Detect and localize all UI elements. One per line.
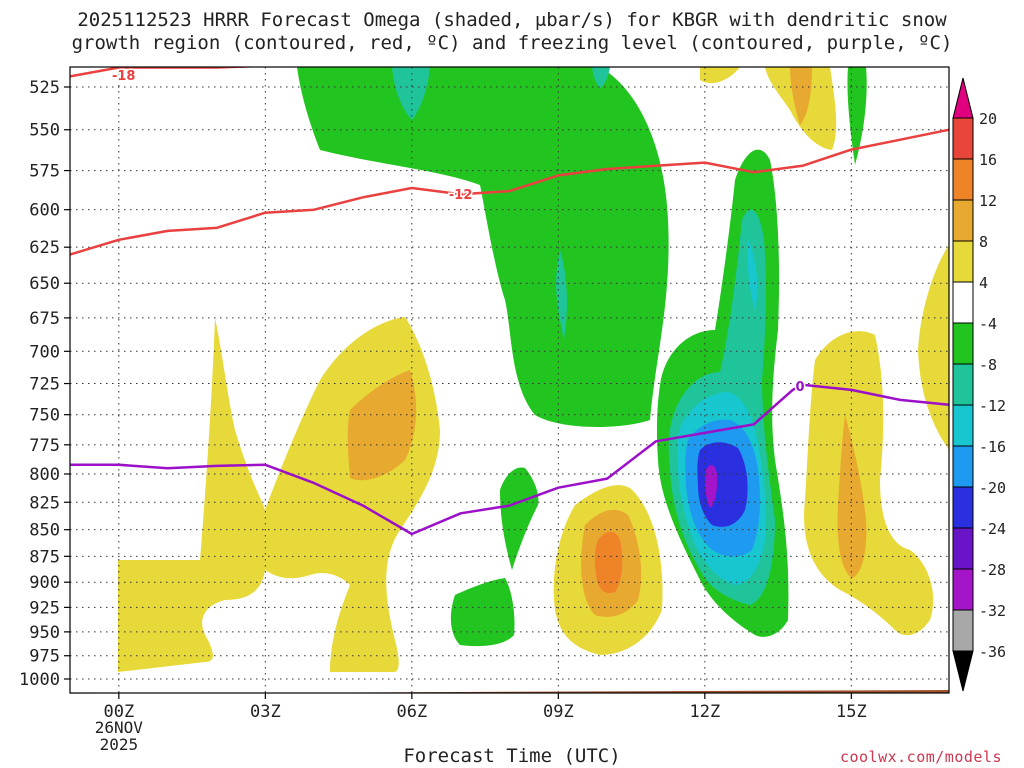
colorbar-tick-label: -20: [979, 479, 1006, 497]
x-tick-sublabel: 26NOV: [95, 718, 144, 737]
colorbar-swatch: [952, 568, 974, 611]
colorbar-bottom-arrow: [952, 650, 974, 692]
omega-region-teal-upper: [392, 67, 430, 120]
contour-freezing-level-0c: [70, 383, 949, 536]
y-tick-label: 950: [29, 623, 60, 643]
omega-region-orange-top-right: [790, 67, 812, 125]
colorbar: 20 16 12 8 4 -4 -8 -12 -16 -20 -24 -28 -32 -36: [952, 77, 1006, 692]
x-tick-label: 15Z: [836, 702, 867, 722]
contour-labels: -12 -18 0: [110, 68, 806, 397]
y-tick-label: 800: [29, 465, 60, 485]
omega-region-green-plume: [297, 67, 669, 427]
omega-region-orange-lower-right: [837, 415, 867, 578]
y-tick-label: 600: [29, 201, 60, 221]
omega-region-green-mid-low: [500, 467, 539, 570]
omega-region-core-purple: [705, 465, 718, 508]
x-axis-title: Forecast Time (UTC): [403, 745, 621, 767]
y-tick-label: 725: [29, 375, 60, 395]
x-tick-sublabel: 2025: [100, 735, 139, 754]
y-tick-label: 625: [29, 238, 60, 258]
chart-title-line-1: 2025112523 HRRR Forecast Omega (shaded, …: [77, 9, 947, 31]
y-tick-label: 775: [29, 436, 60, 456]
colorbar-swatch: [952, 363, 974, 406]
y-tick-label: 875: [29, 547, 60, 567]
colorbar-tick-label: -8: [979, 356, 997, 374]
y-tick-label: 825: [29, 493, 60, 513]
y-tick-label: 575: [29, 162, 60, 182]
y-tick-label: 850: [29, 521, 60, 541]
omega-region-yellow-lower-right: [804, 331, 934, 636]
colorbar-tick-label: -32: [979, 602, 1006, 620]
colorbar-tick-label: -24: [979, 520, 1006, 538]
colorbar-tick-label: 20: [979, 110, 997, 128]
colorbar-tick-label: 4: [979, 274, 988, 292]
x-tick-label: 06Z: [396, 702, 427, 722]
omega-region-core-cyan-upper: [747, 240, 758, 310]
y-tick-label: 925: [29, 598, 60, 618]
omega-region-orange-left: [347, 370, 417, 481]
omega-region-deep-orange-mid-right: [594, 531, 623, 594]
credit-text: coolwx.com/models: [839, 748, 1002, 766]
omega-region-yellow-top-right: [700, 67, 740, 84]
y-tick-label: 900: [29, 573, 60, 593]
colorbar-tick-label: -28: [979, 561, 1006, 579]
plot-frame: [69, 66, 950, 694]
colorbar-tick-label: -12: [979, 397, 1006, 415]
y-tick-label: 1000: [19, 670, 60, 690]
omega-region-green-top-right: [847, 67, 867, 165]
omega-region-yellow-left: [118, 317, 440, 672]
colorbar-top-arrow: [952, 77, 974, 119]
grid-lines: [70, 67, 949, 693]
colorbar-swatch: [952, 322, 974, 365]
x-tick-label: 00Z: [103, 702, 134, 722]
colorbar-tick-label: -16: [979, 438, 1006, 456]
omega-shading: [118, 67, 949, 672]
colorbar-tick-label: 12: [979, 192, 997, 210]
y-tick-label: 975: [29, 647, 60, 667]
omega-region-teal-mid: [556, 250, 567, 340]
x-tick-label: 12Z: [689, 702, 720, 722]
y-tick-label: 650: [29, 274, 60, 294]
colorbar-swatch: [952, 158, 974, 201]
colorbar-tick-label: -4: [979, 315, 997, 333]
colorbar-swatch: [952, 117, 974, 160]
colorbar-tick-label: 8: [979, 233, 988, 251]
colorbar-swatch: [952, 609, 974, 652]
colorbar-tick-label: 16: [979, 151, 997, 169]
omega-region-teal-upper-2: [592, 67, 610, 88]
omega-region-core-darkblue: [697, 442, 748, 527]
y-tick-label: 750: [29, 406, 60, 426]
contour-dendritic-12c: [70, 128, 949, 256]
y-axis: 525 550 575 600 625 650 675 700 725 750 775 800 825 8…: [19, 78, 70, 690]
y-tick-label: 675: [29, 309, 60, 329]
x-tick-label: 03Z: [250, 702, 281, 722]
colorbar-swatch: [952, 281, 974, 324]
omega-region-yellow-right-edge: [918, 245, 949, 450]
omega-region-green-low: [450, 578, 515, 647]
contour-label: 0: [796, 380, 805, 395]
x-tick-label: 09Z: [543, 702, 574, 722]
colorbar-tick-label: -36: [979, 643, 1006, 661]
colorbar-swatch: [952, 527, 974, 570]
colorbar-swatch: [952, 486, 974, 529]
colorbar-swatch: [952, 445, 974, 488]
colorbar-swatch: [952, 404, 974, 447]
colorbar-swatch: [952, 199, 974, 242]
y-tick-label: 550: [29, 121, 60, 141]
contour-dendritic-18c: [70, 67, 266, 78]
contour-label: -12: [449, 188, 473, 203]
y-tick-label: 700: [29, 342, 60, 362]
contour-label: -18: [112, 69, 136, 84]
y-tick-label: 525: [29, 78, 60, 98]
chart-title-line-2: growth region (contoured, red, ºC) and f…: [71, 32, 953, 54]
colorbar-swatch: [952, 240, 974, 283]
